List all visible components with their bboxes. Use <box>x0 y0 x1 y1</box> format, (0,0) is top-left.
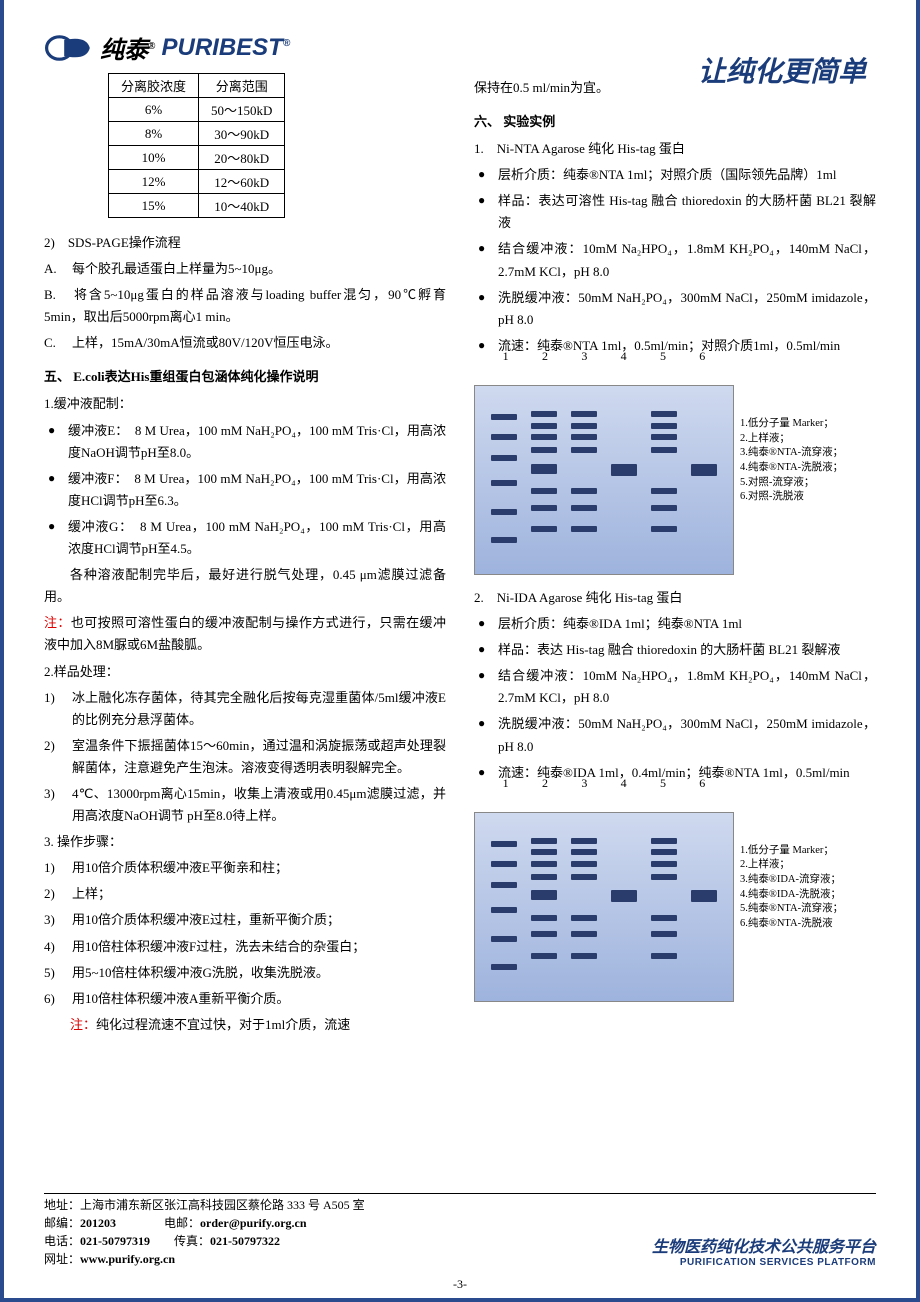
list-item: 层析介质：纯泰®NTA 1ml；对照介质（国际领先品牌）1ml <box>474 164 876 186</box>
footer-zip-mail: 邮编：201203 电邮：order@purify.org.cn <box>44 1214 876 1232</box>
sds-steps: A.每个胶孔最适蛋白上样量为5~10μg。 B.将含5~10μg蛋白的样品溶液与… <box>44 258 446 354</box>
list-item: 3)4℃、13000rpm离心15min，收集上清液或用0.45μm滤膜过滤，并… <box>44 783 446 827</box>
tagline: 让纯化更简单 <box>698 50 866 90</box>
list-item: 洗脱缓冲液：50mM NaH₂PO₄，300mM NaCl，250mM imid… <box>474 287 876 331</box>
table-row: 10%20～80kD <box>109 146 285 170</box>
ex1-title: 1. Ni-NTA Agarose 纯化 His-tag 蛋白 <box>474 138 876 160</box>
section-5-title: 五、 E.coli表达His重组蛋白包涵体纯化操作说明 <box>44 366 446 385</box>
list-item: A.每个胶孔最适蛋白上样量为5~10μg。 <box>44 258 446 280</box>
sds-title: 2) SDS-PAGE操作流程 <box>44 232 446 254</box>
list-item: 层析介质：纯泰®IDA 1ml；纯泰®NTA 1ml <box>474 613 876 635</box>
table-header: 分离范围 <box>199 74 285 98</box>
list-item: 缓冲液F： 8 M Urea，100 mM NaH₂PO₄，100 mM Tri… <box>44 468 446 512</box>
gel-figure-1: 123456 1.低分子量 Marker；2.上样液；3.纯泰®NTA-流 <box>474 367 876 575</box>
op-steps: 1)用10倍介质体积缓冲液E平衡亲和柱； 2)上样； 3)用10倍介质体积缓冲液… <box>44 857 446 1010</box>
list-item: 洗脱缓冲液：50mM NaH₂PO₄，300mM NaCl，250mM imid… <box>474 713 876 757</box>
ex2-title: 2. Ni-IDA Agarose 纯化 His-tag 蛋白 <box>474 587 876 609</box>
list-item: 缓冲液G： 8 M Urea，100 mM NaH₂PO₄，100 mM Tri… <box>44 516 446 560</box>
list-item: 缓冲液E： 8 M Urea，100 mM NaH₂PO₄，100 mM Tri… <box>44 420 446 464</box>
page: 纯泰® PURIBEST® 让纯化更简单 分离胶浓度分离范围 6%50～150k… <box>0 0 920 1302</box>
lane-header: 123456 <box>474 776 734 791</box>
logo-icon <box>44 32 94 64</box>
ex1-list: 层析介质：纯泰®NTA 1ml；对照介质（国际领先品牌）1ml 样品：表达可溶性… <box>474 164 876 357</box>
right-column: 保持在0.5 ml/min为宜。 六、 实验实例 1. Ni-NTA Agaro… <box>474 73 876 1040</box>
list-item: 样品：表达 His-tag 融合 thioredoxin 的大肠杆菌 BL21 … <box>474 639 876 661</box>
note-1: 注：也可按照可溶性蛋白的缓冲液配制与操作方式进行，只需在缓冲液中加入8M脲或6M… <box>44 612 446 656</box>
sample-steps: 1)冰上融化冻存菌体，待其完全融化后按每克湿重菌体/5ml缓冲液E的比例充分悬浮… <box>44 687 446 828</box>
gel-legend-2: 1.低分子量 Marker；2.上样液；3.纯泰®IDA-流穿液；4.纯泰®ID… <box>740 794 843 932</box>
list-item: 4)用10倍柱体积缓冲液F过柱，洗去未结合的杂蛋白； <box>44 936 446 958</box>
list-item: 结合缓冲液：10mM Na₂HPO₄，1.8mM KH₂PO₄，140mM Na… <box>474 665 876 709</box>
gel-image <box>474 812 734 1002</box>
lane-header: 123456 <box>474 349 734 364</box>
gel-legend-1: 1.低分子量 Marker；2.上样液；3.纯泰®NTA-流穿液；4.纯泰®NT… <box>740 367 843 505</box>
list-item: 1)用10倍介质体积缓冲液E平衡亲和柱； <box>44 857 446 879</box>
table-row: 15%10～40kD <box>109 194 285 218</box>
buffer-title: 1.缓冲液配制： <box>44 393 446 415</box>
sample-title: 2.样品处理： <box>44 661 446 683</box>
buffer-list: 缓冲液E： 8 M Urea，100 mM NaH₂PO₄，100 mM Tri… <box>44 420 446 561</box>
platform-badge: 生物医药纯化技术公共服务平台 PURIFICATION SERVICES PLA… <box>652 1233 876 1268</box>
list-item: 1)冰上融化冻存菌体，待其完全融化后按每克湿重菌体/5ml缓冲液E的比例充分悬浮… <box>44 687 446 731</box>
note-2: 注：纯化过程流速不宜过快，对于1ml介质，流速 <box>44 1014 446 1036</box>
gel-table: 分离胶浓度分离范围 6%50～150kD 8%30～90kD 10%20～80k… <box>108 73 285 218</box>
table-row: 12%12～60kD <box>109 170 285 194</box>
table-row: 8%30～90kD <box>109 122 285 146</box>
table-header: 分离胶浓度 <box>109 74 199 98</box>
ex2-list: 层析介质：纯泰®IDA 1ml；纯泰®NTA 1ml 样品：表达 His-tag… <box>474 613 876 784</box>
op-title: 3. 操作步骤： <box>44 831 446 853</box>
buffer-tail: 各种溶液配制完毕后，最好进行脱气处理，0.45 μm滤膜过滤备用。 <box>44 564 446 608</box>
brand-en: PURIBEST® <box>161 34 290 62</box>
footer-address: 地址：上海市浦东新区张江高科技园区蔡伦路 333 号 A505 室 <box>44 1196 876 1214</box>
list-item: 样品：表达可溶性 His-tag 融合 thioredoxin 的大肠杆菌 BL… <box>474 190 876 234</box>
gel-image <box>474 385 734 575</box>
list-item: B.将含5~10μg蛋白的样品溶液与loading buffer混匀，90℃孵育… <box>44 284 446 328</box>
list-item: 2)上样； <box>44 883 446 905</box>
page-number: -3- <box>4 1277 916 1292</box>
list-item: 5)用5~10倍柱体积缓冲液G洗脱，收集洗脱液。 <box>44 962 446 984</box>
section-6-title: 六、 实验实例 <box>474 111 876 130</box>
list-item: 3)用10倍介质体积缓冲液E过柱，重新平衡介质； <box>44 909 446 931</box>
brand-cn: 纯泰® <box>100 30 155 65</box>
left-column: 分离胶浓度分离范围 6%50～150kD 8%30～90kD 10%20～80k… <box>44 73 446 1040</box>
list-item: 2)室温条件下振摇菌体15～60min，通过温和涡旋振荡或超声处理裂解菌体，注意… <box>44 735 446 779</box>
list-item: 结合缓冲液：10mM Na₂HPO₄，1.8mM KH₂PO₄，140mM Na… <box>474 238 876 282</box>
list-item: 6)用10倍柱体积缓冲液A重新平衡介质。 <box>44 988 446 1010</box>
list-item: C.上样，15mA/30mA恒流或80V/120V恒压电泳。 <box>44 332 446 354</box>
table-row: 6%50～150kD <box>109 98 285 122</box>
gel-figure-2: 123456 1.低分子量 Marker；2.上样液；3.纯泰®IDA-流 <box>474 794 876 1002</box>
